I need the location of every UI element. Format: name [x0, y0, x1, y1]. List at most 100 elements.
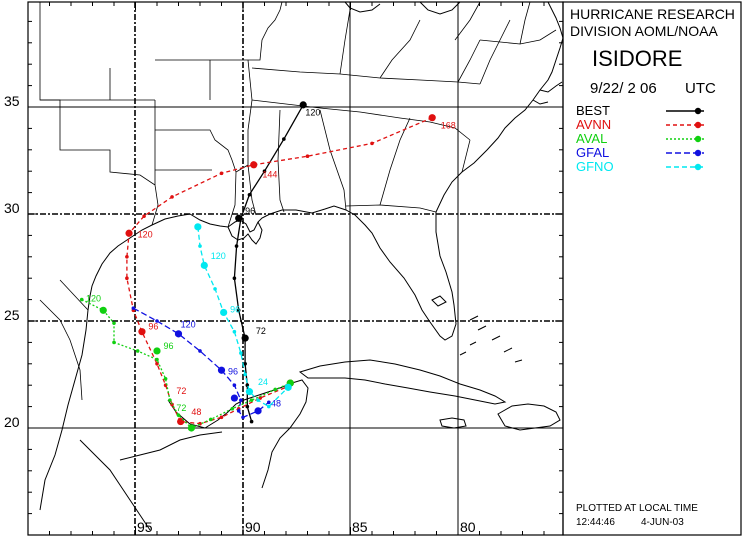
plotted-time: 12:44:46	[576, 517, 615, 528]
forecast-hour-label: 48	[271, 399, 281, 409]
legend-item-best: BEST	[576, 103, 736, 118]
legend-swatch-marker	[694, 135, 702, 143]
track-marker	[235, 214, 243, 222]
forecast-hour-label: 24	[258, 377, 268, 387]
track-marker	[284, 383, 292, 391]
track-point	[213, 287, 217, 291]
track-marker	[245, 388, 254, 396]
header-line-2: DIVISION AOML/NOAA	[570, 23, 718, 39]
lon-label-85: 85	[352, 519, 368, 535]
legend-swatch-marker	[694, 107, 702, 115]
track-marker	[138, 328, 146, 336]
track-point	[79, 297, 84, 302]
track-marker	[428, 114, 436, 122]
track-point	[155, 357, 159, 362]
forecast-hour-label: 72	[256, 326, 266, 336]
forecast-hour-label: 96	[163, 341, 173, 351]
track-point	[232, 383, 237, 388]
legend-label: BEST	[576, 103, 610, 118]
plotted-date: 4-JUN-03	[641, 517, 684, 528]
track-best: 120 72 96	[232, 101, 320, 424]
forecast-hour-label: 96	[245, 206, 255, 216]
track-point	[232, 329, 237, 334]
track-marker	[254, 407, 262, 415]
lat-label-20: 20	[4, 414, 20, 430]
lon-label-80: 80	[460, 519, 476, 535]
track-marker	[220, 308, 228, 317]
track-point	[241, 415, 245, 420]
track-point	[112, 321, 116, 325]
track-point	[245, 404, 250, 409]
track-point	[267, 404, 271, 409]
lon-label-90: 90	[245, 519, 261, 535]
track-point	[236, 308, 241, 313]
forecast-hour-label: 48	[191, 407, 201, 417]
track-point	[239, 398, 243, 402]
track-point	[282, 137, 286, 141]
legend-item-gfal: GFAL	[576, 145, 736, 160]
forecast-hour-label: 120	[305, 108, 320, 118]
track-point	[198, 349, 202, 353]
track-point	[176, 413, 181, 417]
lat-axis-labels: 35 30 25 20	[4, 93, 20, 430]
track-aval: 120 96 72	[79, 294, 294, 432]
forecast-hour-label: 96	[230, 304, 240, 314]
track-marker	[187, 424, 195, 432]
track-point	[198, 244, 202, 248]
track-point	[155, 319, 159, 323]
track-point	[305, 154, 310, 159]
legend-swatch	[666, 149, 704, 157]
lat-label-25: 25	[4, 307, 20, 323]
plotted-note: PLOTTED AT LOCAL TIME	[576, 503, 698, 514]
forecast-hour-label: 96	[228, 367, 238, 377]
track-marker	[99, 306, 107, 314]
lon-axis-labels: 95 90 85 80	[137, 519, 476, 535]
utc-label: UTC	[685, 80, 716, 97]
lat-lon-grid	[28, 2, 563, 535]
track-point	[262, 169, 267, 173]
legend-label: GFNO	[576, 159, 614, 174]
legend-swatch	[666, 135, 704, 143]
track-marker	[250, 161, 258, 169]
forecast-hour-label: 120	[138, 230, 153, 240]
axis-ticks	[27, 2, 563, 536]
forecast-date: 9/22/ 2 06	[590, 80, 657, 97]
header-line-1: HURRICANE RESEARCH	[570, 6, 735, 22]
forecast-hour-label: 72	[176, 403, 186, 413]
track-gfal: 120 96 48	[131, 306, 281, 420]
track-point	[243, 372, 247, 377]
legend-label: GFAL	[576, 145, 610, 160]
track-point	[236, 409, 241, 413]
storm-name: ISIDORE	[592, 46, 683, 71]
track-point	[168, 398, 172, 402]
track-point	[135, 349, 140, 353]
track-point	[142, 214, 146, 218]
track-point	[249, 398, 254, 402]
forecast-hour-label: 168	[441, 120, 456, 130]
legend-item-aval: AVAL	[576, 131, 736, 146]
track-point	[125, 254, 129, 259]
track-marker	[174, 330, 183, 338]
track-point	[112, 340, 116, 345]
legend-swatch	[666, 163, 704, 171]
forecast-tracks: 120 72 96 168 144 120 96 72 48 120 96 72 120 96 48 120 9…	[79, 101, 456, 432]
forecast-hour-label: 96	[148, 322, 158, 332]
track-point	[243, 362, 247, 366]
track-marker	[241, 334, 249, 342]
track-marker	[200, 261, 208, 269]
track-point	[273, 387, 278, 392]
track-point	[219, 415, 224, 420]
lat-label-35: 35	[4, 93, 20, 109]
state-borders	[39, 1, 557, 401]
map-area: 120 72 96 168 144 120 96 72 48 120 96 72 120 96 48 120 9…	[4, 1, 564, 536]
track-marker	[217, 366, 226, 374]
forecast-hour-label: 120	[86, 294, 101, 304]
legend-item-avnn: AVNN	[576, 117, 736, 132]
track-marker	[125, 229, 133, 237]
track-marker	[153, 347, 161, 355]
track-point	[239, 351, 243, 355]
track-point	[249, 419, 254, 424]
legend-swatch-marker	[694, 149, 702, 157]
track-marker	[194, 223, 202, 231]
